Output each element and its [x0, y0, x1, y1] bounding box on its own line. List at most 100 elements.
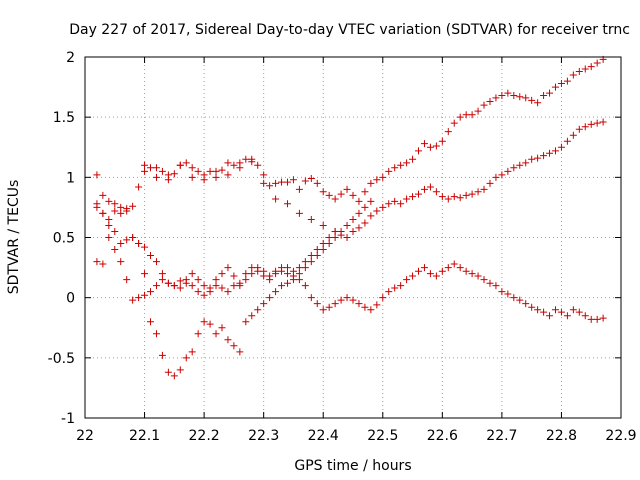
data-point — [444, 128, 452, 136]
data-point — [230, 342, 238, 350]
axis-ticks: 22 22.1 22.2 22.3 22.4 22.5 22.6 22.7 22.8 22.9 -1… — [48, 50, 637, 444]
data-point — [242, 276, 250, 284]
data-point — [319, 306, 327, 314]
data-point — [379, 203, 387, 211]
data-point — [248, 264, 256, 272]
data-point — [581, 123, 589, 131]
data-point — [289, 276, 297, 284]
data-point — [176, 284, 184, 292]
data-point — [480, 185, 488, 193]
data-point — [534, 154, 542, 162]
data-point — [123, 276, 131, 284]
data-point — [164, 279, 172, 287]
data-point — [355, 224, 363, 232]
data-point — [450, 193, 458, 201]
data-point — [206, 284, 214, 292]
data-point — [456, 264, 464, 272]
data-point — [361, 303, 369, 311]
data-point — [575, 308, 583, 316]
data-point — [367, 197, 375, 205]
data-point — [587, 315, 595, 323]
data-point — [283, 270, 291, 278]
data-point — [569, 131, 577, 139]
data-point — [456, 194, 464, 202]
data-point — [486, 279, 494, 287]
data-point — [391, 197, 399, 205]
data-point — [93, 171, 101, 179]
data-point — [403, 159, 411, 167]
data-point — [510, 164, 518, 172]
x-tick-label: 22.9 — [605, 428, 636, 444]
data-point — [516, 296, 524, 304]
data-point — [534, 306, 542, 314]
data-point — [373, 176, 381, 184]
data-point — [230, 161, 238, 169]
data-point — [373, 207, 381, 215]
data-point — [129, 202, 137, 210]
data-point — [546, 149, 554, 157]
data-point — [546, 89, 554, 97]
data-point — [307, 258, 315, 266]
data-point — [325, 303, 333, 311]
data-point — [337, 190, 345, 198]
data-point — [468, 111, 476, 119]
data-point — [391, 284, 399, 292]
data-point — [432, 188, 440, 196]
data-point — [117, 209, 125, 217]
data-point — [426, 270, 434, 278]
data-point — [260, 179, 268, 187]
data-point — [301, 264, 309, 272]
data-point — [278, 178, 286, 186]
data-point — [593, 59, 601, 67]
data-point — [474, 188, 482, 196]
data-point — [206, 320, 214, 328]
data-point — [206, 167, 214, 175]
data-point — [93, 258, 101, 266]
data-point — [152, 173, 160, 181]
data-point — [129, 234, 137, 241]
data-point — [462, 191, 470, 199]
data-point — [480, 276, 488, 284]
data-point — [164, 368, 172, 376]
data-point — [581, 312, 589, 320]
data-point — [200, 318, 208, 326]
data-point — [93, 200, 101, 208]
data-point — [367, 212, 375, 220]
data-point — [557, 308, 565, 316]
data-point — [409, 155, 417, 163]
data-point — [188, 164, 196, 172]
data-point — [432, 272, 440, 280]
data-point — [313, 300, 321, 308]
data-point — [283, 178, 291, 186]
x-tick-label: 22.8 — [546, 428, 577, 444]
data-point — [260, 300, 268, 308]
data-point — [111, 227, 119, 235]
data-point — [444, 264, 452, 272]
data-point — [385, 200, 393, 208]
data-point — [438, 137, 446, 145]
data-point — [242, 155, 250, 163]
data-point — [170, 282, 178, 290]
data-point — [540, 152, 548, 160]
x-tick-label: 22.4 — [308, 428, 339, 444]
data-point — [218, 270, 226, 278]
data-point — [557, 143, 565, 151]
data-point — [230, 272, 238, 280]
data-point — [111, 246, 119, 254]
data-point — [194, 167, 202, 175]
data-point — [403, 195, 411, 203]
data-point — [176, 366, 184, 374]
data-point — [105, 221, 113, 229]
x-tick-label: 22.2 — [189, 428, 220, 444]
data-point — [551, 306, 559, 314]
y-tick-label: -0.5 — [48, 351, 75, 367]
data-point — [224, 264, 232, 272]
data-point — [301, 177, 309, 185]
data-point — [420, 140, 428, 148]
y-axis-label: SDTVAR / TECUs — [6, 180, 22, 295]
data-point — [272, 288, 280, 296]
data-point — [379, 173, 387, 181]
data-point — [557, 79, 565, 87]
data-point — [599, 118, 607, 126]
data-point — [152, 282, 160, 290]
